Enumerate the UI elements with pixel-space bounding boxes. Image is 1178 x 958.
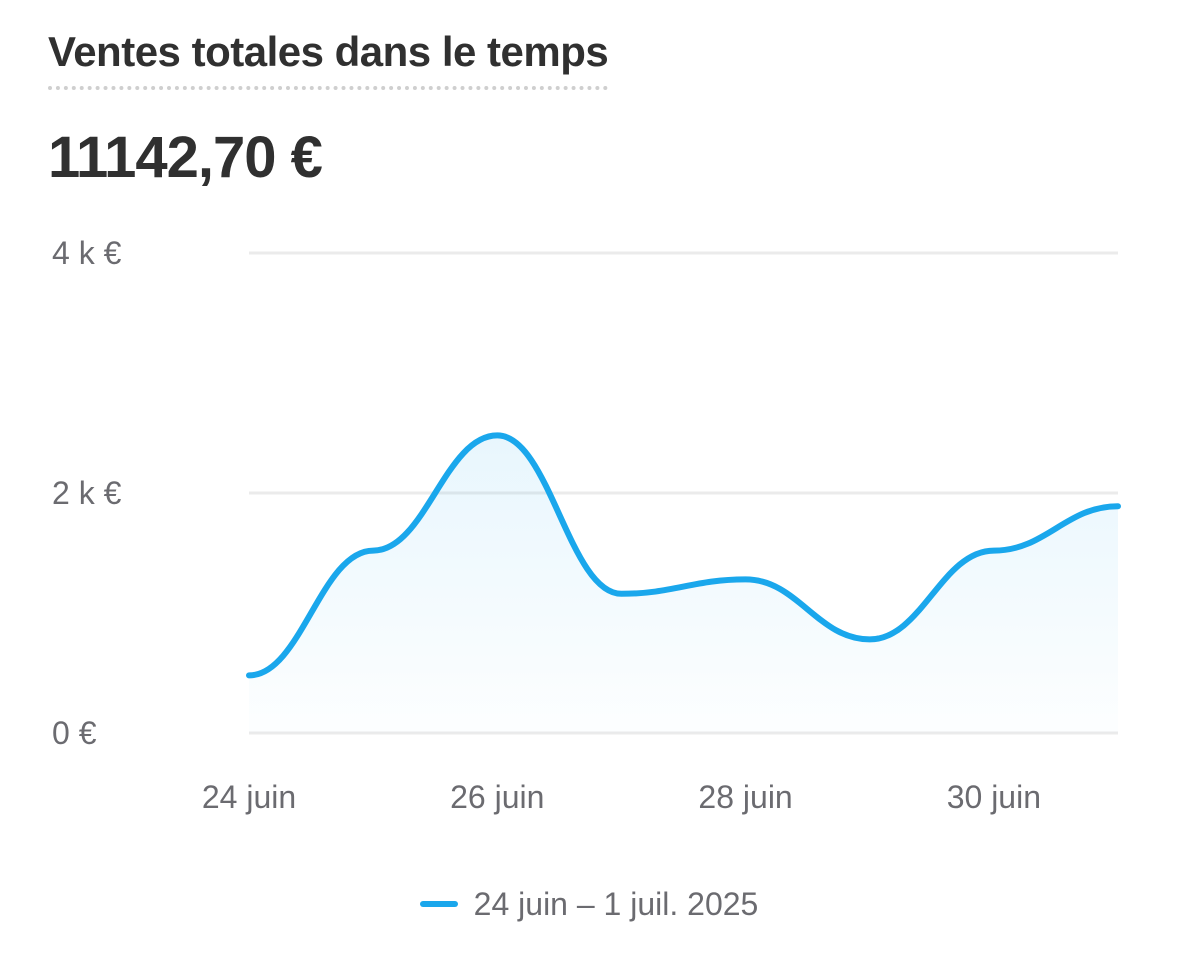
x-tick-label: 24 juin (202, 779, 296, 815)
data-point[interactable] (235, 661, 263, 689)
data-point[interactable] (483, 421, 511, 449)
sales-line-chart[interactable]: 0 € 2 k € 4 k € 24 juin 26 juin 28 juin 30 ju… (0, 0, 1178, 860)
x-axis: 24 juin 26 juin 28 juin 30 juin (202, 779, 1041, 815)
chart-title[interactable]: Ventes totales dans le temps (48, 28, 609, 90)
data-point[interactable] (359, 537, 387, 565)
data-point[interactable] (856, 625, 884, 653)
x-tick-label: 28 juin (698, 779, 792, 815)
data-point[interactable] (1104, 492, 1132, 520)
data-point[interactable] (980, 537, 1008, 565)
y-tick-label: 4 k € (52, 235, 122, 271)
y-tick-label: 2 k € (52, 475, 122, 511)
legend-label: 24 juin – 1 juil. 2025 (473, 886, 759, 922)
data-point[interactable] (607, 580, 635, 608)
data-point[interactable] (732, 565, 760, 593)
y-axis: 0 € 2 k € 4 k € (52, 235, 122, 751)
series-layer (235, 421, 1132, 733)
x-tick-label: 26 juin (450, 779, 544, 815)
total-sales-value: 11142,70 € (48, 125, 323, 190)
legend[interactable]: 24 juin – 1 juil. 2025 (0, 882, 1178, 926)
legend-swatch (419, 900, 458, 907)
y-tick-label: 0 € (52, 715, 97, 751)
series-area (249, 435, 1118, 733)
series-line[interactable] (246, 432, 1121, 679)
x-tick-label: 30 juin (947, 779, 1041, 815)
